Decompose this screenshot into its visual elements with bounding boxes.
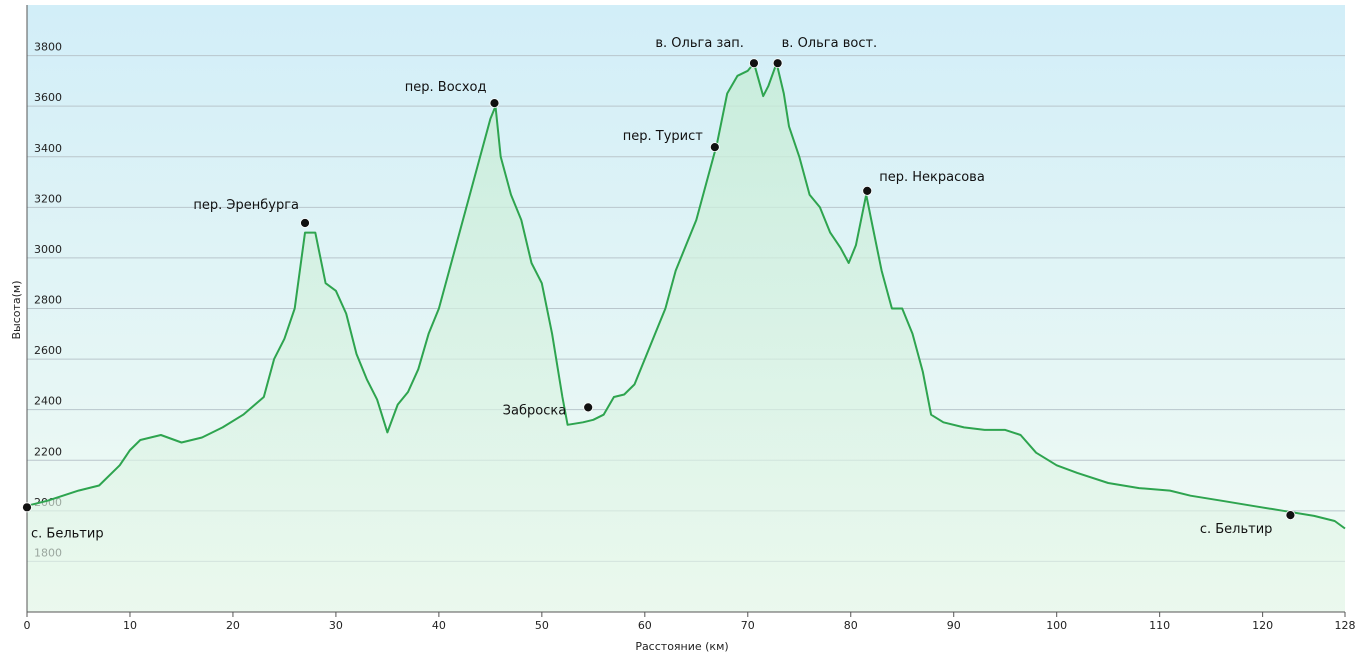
y-tick-label: 3600: [34, 91, 62, 104]
waypoint-label: пер. Восход: [405, 80, 487, 95]
y-tick-label: 2800: [34, 294, 62, 307]
x-tick-label: 10: [123, 619, 137, 632]
waypoint-label: пер. Эренбурга: [193, 198, 299, 213]
x-tick-label: 80: [844, 619, 858, 632]
x-tick-label: 100: [1046, 619, 1067, 632]
waypoint: [22, 502, 32, 513]
waypoint-label: пер. Некрасова: [879, 170, 985, 185]
x-tick-label: 0: [24, 619, 31, 632]
waypoint: [489, 98, 500, 109]
waypoint-label: в. Ольга вост.: [782, 36, 878, 51]
y-tick-label: 3000: [34, 243, 62, 256]
waypoint-label: в. Ольга зап.: [655, 36, 744, 51]
y-tick-label: 2600: [34, 344, 62, 357]
waypoint-label: Заброска: [503, 403, 567, 418]
waypoint-label: с. Бельтир: [1200, 522, 1273, 537]
x-tick-label: 20: [226, 619, 240, 632]
waypoint-label: пер. Турист: [623, 129, 703, 144]
waypoint: [583, 402, 594, 413]
x-tick-label: 128: [1335, 619, 1356, 632]
y-tick-label: 3400: [34, 142, 62, 155]
waypoint-label: с. Бельтир: [31, 526, 104, 541]
x-tick-label: 90: [947, 619, 961, 632]
waypoint: [862, 185, 873, 196]
y-axis-title: Высота(м): [10, 280, 23, 339]
x-tick-label: 120: [1252, 619, 1273, 632]
x-tick-label: 110: [1149, 619, 1170, 632]
x-tick-label: 60: [638, 619, 652, 632]
x-tick-label: 30: [329, 619, 343, 632]
y-tick-label: 3800: [34, 41, 62, 54]
x-axis-title: Расстояние (км): [635, 640, 728, 653]
waypoint: [709, 142, 720, 153]
elevation-line: [26, 62, 1346, 530]
x-tick-label: 70: [741, 619, 755, 632]
waypoint: [300, 218, 310, 228]
x-tick-label: 50: [535, 619, 549, 632]
x-tick-label: 40: [432, 619, 446, 632]
y-tick-label: 3200: [34, 192, 62, 205]
waypoint: [772, 58, 783, 69]
waypoint: [749, 58, 759, 69]
y-tick-label: 2200: [34, 445, 62, 458]
area-fill: [27, 63, 1345, 612]
y-tick-label: 2400: [34, 395, 62, 408]
waypoint: [1285, 510, 1296, 521]
